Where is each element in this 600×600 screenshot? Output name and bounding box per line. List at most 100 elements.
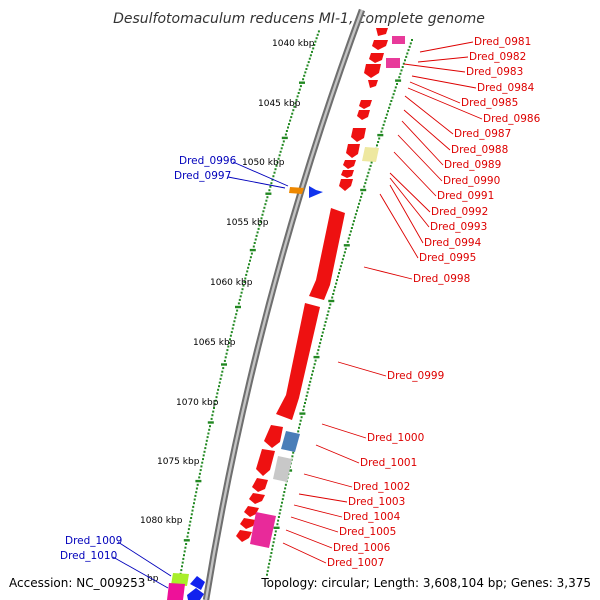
tick-mark [190, 517, 193, 519]
ruler-label: 1060 kbp [210, 278, 253, 288]
tick-mark [369, 164, 372, 167]
tick-mark [209, 425, 211, 428]
tick-mark [311, 370, 314, 373]
tick-mark [300, 416, 303, 419]
tick-mark [299, 419, 302, 422]
tick-mark [408, 45, 411, 48]
ruler-label: 1075 kbp [157, 457, 200, 467]
tick-mark [289, 119, 292, 122]
gene-feature [250, 512, 276, 548]
gene-feature [343, 160, 356, 169]
tick-mark [308, 384, 311, 387]
gene-label: Dred_0982 [469, 51, 526, 63]
tick-mark [269, 185, 272, 188]
tick-mark [351, 223, 354, 226]
gene-label: Dred_1003 [348, 496, 405, 508]
tick-mark [279, 508, 282, 511]
tick-mark [267, 566, 270, 569]
gene-feature [171, 573, 189, 586]
tick-mark [311, 373, 313, 376]
tick-mark [229, 338, 231, 341]
tick-mark [295, 98, 298, 101]
tick-mark [246, 270, 249, 273]
tick-mark [189, 520, 192, 523]
tick-mark [388, 106, 391, 109]
tick-mark [264, 203, 267, 206]
gene-feature [369, 53, 384, 63]
tick-mark [343, 251, 346, 254]
tick-mark [258, 224, 261, 227]
tick-mark [390, 100, 393, 102]
gene-label: Dred_0994 [424, 237, 482, 249]
gene-feature [244, 506, 259, 517]
tick-mark [199, 469, 202, 472]
tick-mark [364, 182, 367, 185]
gene-features [167, 28, 405, 600]
tick-mark [268, 562, 271, 565]
tick-mark [249, 256, 252, 259]
tick-mark [359, 199, 362, 202]
tick-mark [273, 526, 280, 529]
tick-mark [284, 487, 287, 490]
tick-mark [366, 175, 369, 178]
tick-mark [354, 213, 357, 216]
tick-mark [276, 523, 279, 526]
gene-feature [386, 58, 400, 68]
tick-mark [302, 78, 305, 81]
tick-mark [217, 388, 220, 391]
gene-feature [372, 40, 388, 50]
tick-mark [306, 391, 309, 394]
tick-mark [195, 491, 198, 494]
tick-mark [391, 96, 394, 99]
tick-mark [332, 293, 335, 295]
tick-mark [198, 472, 201, 475]
tick-mark [326, 314, 329, 316]
tick-mark [282, 140, 285, 143]
tick-mark [306, 64, 309, 67]
tick-mark [297, 430, 300, 433]
tick-mark [253, 242, 256, 244]
gene-feature [276, 303, 320, 420]
tick-mark [183, 554, 185, 557]
tick-mark [211, 414, 214, 417]
tick-mark [275, 164, 278, 167]
tick-mark [271, 548, 274, 551]
gene-feature [252, 478, 268, 492]
tick-mark [316, 33, 319, 36]
tick-mark [203, 450, 206, 453]
tick-mark [299, 412, 306, 415]
tick-mark [303, 74, 306, 77]
gene-label: Dred_1005 [339, 526, 396, 538]
tick-mark [202, 458, 204, 461]
tick-mark [278, 154, 281, 157]
tick-mark [273, 537, 276, 540]
gene-label: Dred_1000 [367, 432, 424, 444]
tick-mark [239, 295, 242, 298]
gene-feature [273, 456, 292, 482]
tick-mark [376, 144, 378, 147]
tick-mark [221, 370, 224, 373]
tick-mark [411, 39, 413, 41]
tick-mark [402, 62, 405, 65]
gene-label: Dred_0988 [451, 144, 508, 156]
tick-mark [219, 377, 222, 380]
tick-mark [389, 103, 392, 106]
tick-mark [315, 37, 318, 40]
tick-mark [216, 392, 219, 395]
tick-mark [383, 120, 386, 123]
tick-mark [249, 259, 251, 262]
tick-mark [310, 377, 313, 380]
gene-feature [264, 425, 283, 448]
tick-mark [270, 182, 273, 185]
tick-mark [387, 110, 389, 113]
tick-mark [320, 338, 322, 341]
tick-mark [405, 55, 408, 58]
gene-label: Dred_1002 [353, 481, 410, 493]
tick-mark [272, 541, 275, 544]
tick-mark [409, 42, 412, 45]
tick-mark [236, 309, 239, 312]
gene-labels: Dred_0981 Dred_0982 Dred_0983 Dred_0984 … [60, 36, 541, 569]
tick-mark [341, 258, 344, 261]
tick-mark [205, 443, 208, 446]
ruler-labels: 1040 kbp 1045 kbp 1050 kbp 1055 kbp 1060… [140, 39, 315, 584]
